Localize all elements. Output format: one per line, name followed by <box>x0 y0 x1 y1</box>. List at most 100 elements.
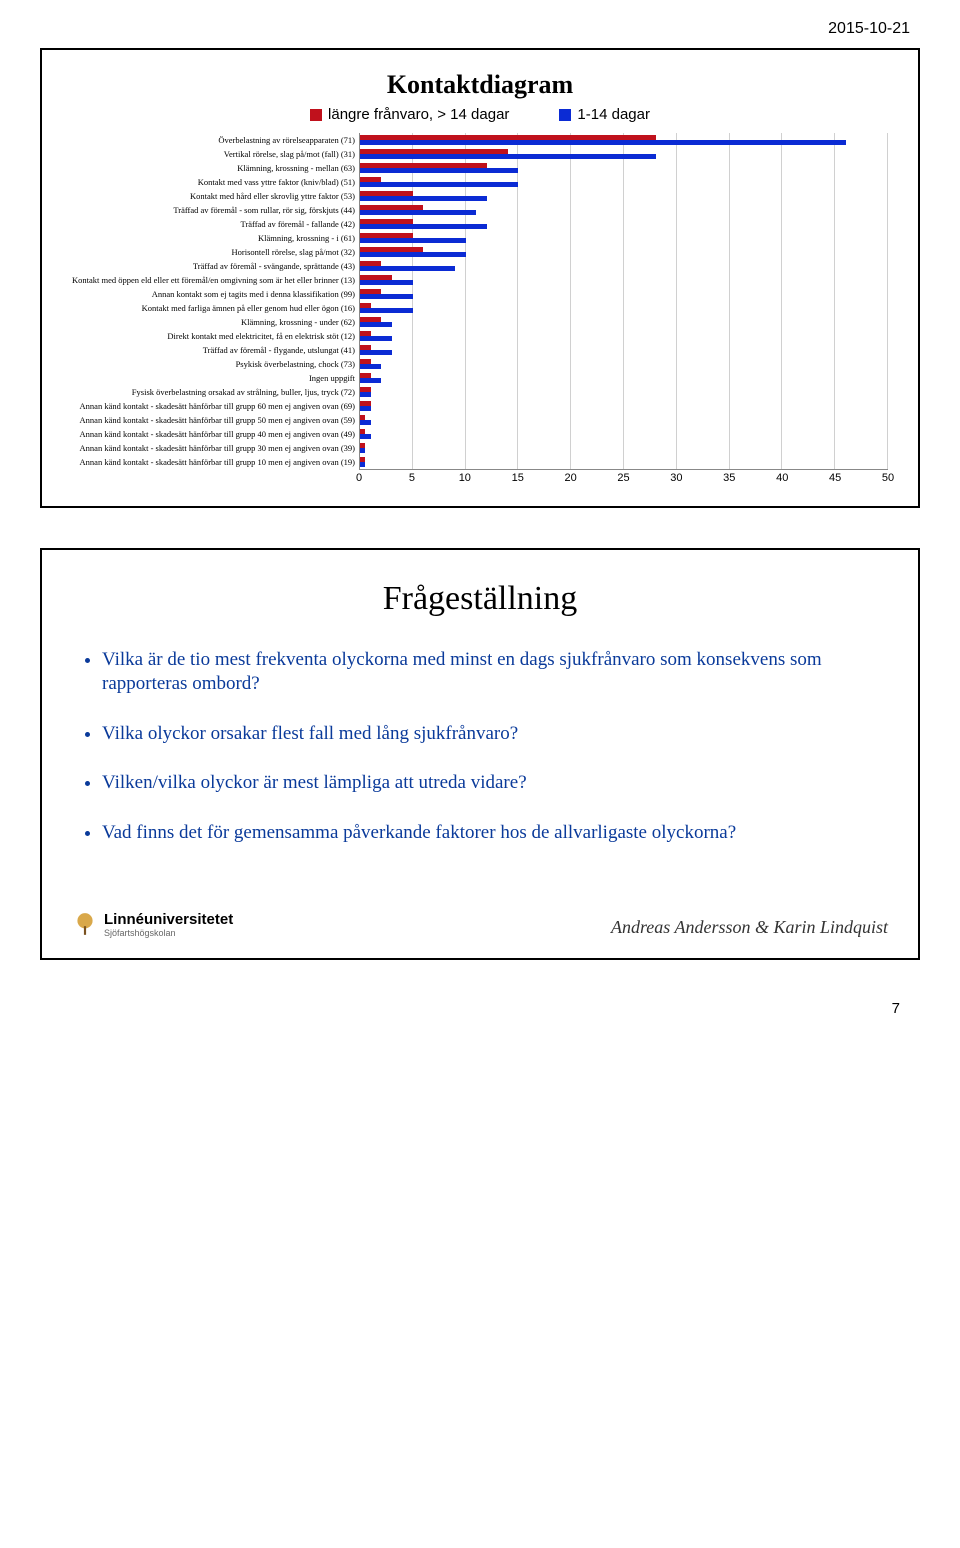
x-tick: 30 <box>670 472 682 484</box>
chart-area: Överbelastning av rörelseapparaten (71)V… <box>72 133 888 486</box>
category-label: Träffad av föremål - som rullar, rör sig… <box>72 203 359 217</box>
bar-row <box>360 245 888 259</box>
category-label: Träffad av föremål - svängande, sprättan… <box>72 259 359 273</box>
bar-row <box>360 455 888 469</box>
page-number: 7 <box>40 1000 920 1017</box>
category-label: Annan känd kontakt - skadesätt hänförbar… <box>72 399 359 413</box>
category-label: Annan känd kontakt - skadesätt hänförbar… <box>72 455 359 469</box>
legend-label-b: 1-14 dagar <box>577 106 650 123</box>
bar-series-b <box>360 462 365 467</box>
bar-series-b <box>360 266 455 271</box>
bullet-list: Vilka är de tio mest frekventa olyckorna… <box>72 648 888 881</box>
bar-row <box>360 147 888 161</box>
bar-row <box>360 133 888 147</box>
bar-row <box>360 273 888 287</box>
x-axis: 05101520253035404550 <box>359 472 888 486</box>
bar-row <box>360 441 888 455</box>
bar-series-b <box>360 182 518 187</box>
bar-row <box>360 231 888 245</box>
bars-container <box>360 133 888 469</box>
category-label: Ingen uppgift <box>72 371 359 385</box>
bar-series-b <box>360 168 518 173</box>
chart-legend: längre frånvaro, > 14 dagar 1-14 dagar <box>72 106 888 123</box>
x-tick: 0 <box>356 472 362 484</box>
authors: Andreas Andersson & Karin Lindquist <box>611 917 888 938</box>
category-label: Klämning, krossning - mellan (63) <box>72 161 359 175</box>
category-label: Direkt kontakt med elektricitet, få en e… <box>72 329 359 343</box>
bar-series-b <box>360 280 413 285</box>
slide-questions: Frågeställning Vilka är de tio mest frek… <box>40 548 920 960</box>
plot-area <box>359 133 888 470</box>
bar-series-b <box>360 336 392 341</box>
bar-row <box>360 161 888 175</box>
chart-title: Kontaktdiagram <box>72 70 888 100</box>
tree-icon <box>72 911 98 937</box>
bar-row <box>360 189 888 203</box>
bullet-item: Vad finns det för gemensamma påverkande … <box>102 821 868 845</box>
category-label: Annan känd kontakt - skadesätt hänförbar… <box>72 413 359 427</box>
category-label: Annan känd kontakt - skadesätt hänförbar… <box>72 441 359 455</box>
slide2-title: Frågeställning <box>72 580 888 618</box>
bar-series-b <box>360 294 413 299</box>
category-label: Fysisk överbelastning orsakad av strålni… <box>72 385 359 399</box>
x-tick: 50 <box>882 472 894 484</box>
bar-series-b <box>360 378 381 383</box>
bar-series-b <box>360 364 381 369</box>
university-logo: Linnéuniversitetet Sjöfartshögskolan <box>72 911 233 938</box>
bar-row <box>360 217 888 231</box>
bar-series-b <box>360 224 487 229</box>
bar-row <box>360 175 888 189</box>
x-tick: 35 <box>723 472 735 484</box>
bar-series-b <box>360 154 656 159</box>
legend-series-b: 1-14 dagar <box>559 106 650 123</box>
legend-label-a: längre frånvaro, > 14 dagar <box>328 106 509 123</box>
legend-swatch-a <box>310 109 322 121</box>
bar-row <box>360 315 888 329</box>
bar-row <box>360 287 888 301</box>
bar-series-b <box>360 140 846 145</box>
bar-series-b <box>360 196 487 201</box>
legend-swatch-b <box>559 109 571 121</box>
x-tick: 20 <box>564 472 576 484</box>
bullet-item: Vilka olyckor orsakar flest fall med lån… <box>102 722 868 746</box>
bar-row <box>360 343 888 357</box>
bar-row <box>360 399 888 413</box>
bar-series-b <box>360 252 466 257</box>
bar-row <box>360 301 888 315</box>
logo-sub-text: Sjöfartshögskolan <box>104 928 233 938</box>
bar-series-b <box>360 406 371 411</box>
x-tick: 10 <box>459 472 471 484</box>
category-label: Kontakt med hård eller skrovlig yttre fa… <box>72 189 359 203</box>
bullet-item: Vilka är de tio mest frekventa olyckorna… <box>102 648 868 696</box>
x-tick: 45 <box>829 472 841 484</box>
y-axis-labels: Överbelastning av rörelseapparaten (71)V… <box>72 133 359 486</box>
bar-row <box>360 427 888 441</box>
bar-row <box>360 357 888 371</box>
bar-row <box>360 203 888 217</box>
bar-series-b <box>360 322 392 327</box>
category-label: Horisontell rörelse, slag på/mot (32) <box>72 245 359 259</box>
bar-series-b <box>360 392 371 397</box>
bullet-item: Vilken/vilka olyckor är mest lämpliga at… <box>102 771 868 795</box>
category-label: Överbelastning av rörelseapparaten (71) <box>72 133 359 147</box>
legend-series-a: längre frånvaro, > 14 dagar <box>310 106 509 123</box>
category-label: Klämning, krossning - under (62) <box>72 315 359 329</box>
x-tick: 25 <box>617 472 629 484</box>
bar-series-b <box>360 420 371 425</box>
bar-series-b <box>360 210 476 215</box>
category-label: Kontakt med vass yttre faktor (kniv/blad… <box>72 175 359 189</box>
bar-row <box>360 371 888 385</box>
bar-series-b <box>360 238 466 243</box>
category-label: Kontakt med öppen eld eller ett föremål/… <box>72 273 359 287</box>
x-tick: 15 <box>512 472 524 484</box>
category-label: Annan kontakt som ej tagits med i denna … <box>72 287 359 301</box>
slide-footer: Linnéuniversitetet Sjöfartshögskolan And… <box>72 911 888 938</box>
category-label: Vertikal rörelse, slag på/mot (fall) (31… <box>72 147 359 161</box>
category-label: Klämning, krossning - i (61) <box>72 231 359 245</box>
x-tick: 40 <box>776 472 788 484</box>
category-label: Träffad av föremål - fallande (42) <box>72 217 359 231</box>
category-label: Kontakt med farliga ämnen på eller genom… <box>72 301 359 315</box>
bar-row <box>360 413 888 427</box>
logo-main-text: Linnéuniversitetet <box>104 911 233 928</box>
x-tick: 5 <box>409 472 415 484</box>
